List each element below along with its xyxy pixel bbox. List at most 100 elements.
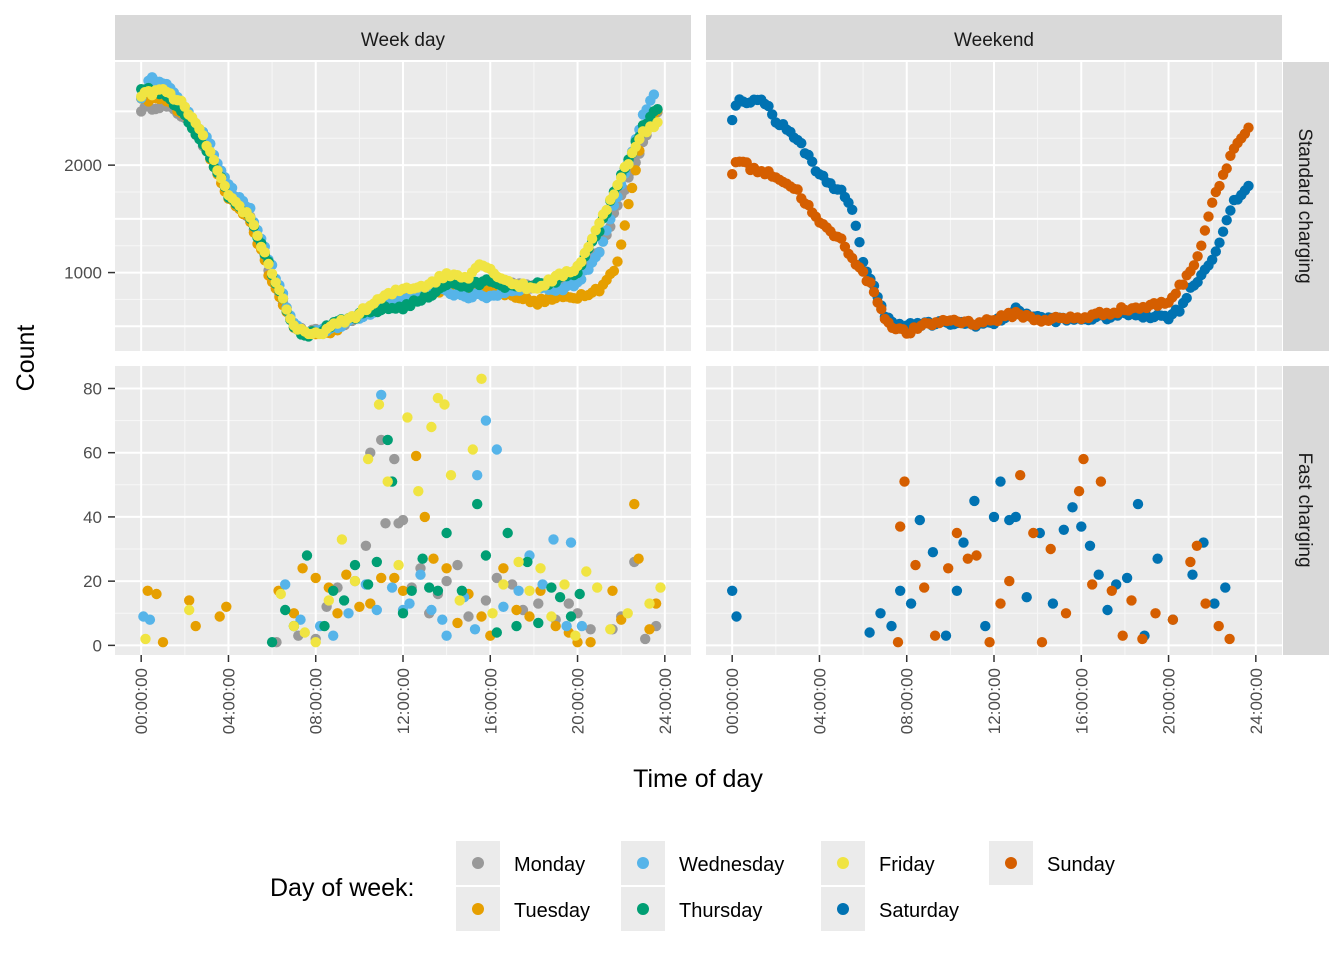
point-saturday xyxy=(1209,598,1220,609)
point-monday xyxy=(563,598,574,609)
point-friday xyxy=(402,412,413,423)
point-saturday xyxy=(1058,524,1070,535)
point-sunday xyxy=(1196,240,1207,251)
point-thursday xyxy=(533,617,544,629)
point-friday xyxy=(219,180,230,192)
point-friday xyxy=(454,595,465,606)
point-saturday xyxy=(1217,226,1229,237)
point-sunday xyxy=(1199,225,1211,236)
strip-standard-bg xyxy=(1283,62,1329,351)
point-sunday xyxy=(1207,197,1218,208)
point-thursday xyxy=(456,585,468,596)
point-wednesday xyxy=(648,89,660,100)
x-tick-label: 16:00:00 xyxy=(481,668,500,734)
point-sunday xyxy=(1087,579,1098,590)
point-tuesday xyxy=(612,256,623,267)
y-tick-label: 40 xyxy=(83,508,102,527)
point-sunday xyxy=(1221,163,1232,174)
point-friday xyxy=(259,247,270,258)
point-saturday xyxy=(895,585,906,596)
point-sunday xyxy=(1078,453,1089,465)
point-saturday xyxy=(1210,246,1222,257)
point-sunday xyxy=(1126,595,1137,606)
point-tuesday xyxy=(428,553,439,564)
point-wednesday xyxy=(561,620,572,632)
point-friday xyxy=(634,133,645,145)
point-friday xyxy=(439,399,450,410)
x-axis-title: Time of day xyxy=(633,765,763,793)
point-friday xyxy=(622,608,633,619)
point-saturday xyxy=(850,220,861,231)
point-saturday xyxy=(1021,592,1032,603)
legend-label-saturday: Saturday xyxy=(879,900,959,922)
point-thursday xyxy=(301,550,313,561)
x-tick-label: 20:00:00 xyxy=(1160,668,1179,734)
point-friday xyxy=(535,563,546,574)
point-wednesday xyxy=(565,537,577,548)
x-tick-label: 04:00:00 xyxy=(219,668,238,734)
point-sunday xyxy=(1188,260,1200,271)
point-tuesday xyxy=(184,595,195,606)
point-monday xyxy=(441,575,452,587)
point-tuesday xyxy=(389,572,400,584)
point-sunday xyxy=(951,527,963,539)
point-sunday xyxy=(1036,637,1048,648)
point-thursday xyxy=(349,559,361,571)
point-sunday xyxy=(1177,279,1189,290)
x-tick-label: 24:00:00 xyxy=(656,668,675,734)
legend-label-tuesday: Tuesday xyxy=(514,900,590,922)
legend-title: Day of week: xyxy=(270,874,415,902)
point-wednesday xyxy=(441,630,452,641)
point-friday xyxy=(426,421,437,433)
point-sunday xyxy=(836,233,847,244)
point-monday xyxy=(463,611,474,622)
point-tuesday xyxy=(476,611,487,622)
point-tuesday xyxy=(365,598,376,609)
point-saturday xyxy=(969,495,980,507)
strip-weekday-bg xyxy=(115,15,691,60)
point-thursday xyxy=(652,104,663,115)
point-friday xyxy=(140,633,151,645)
point-tuesday xyxy=(608,265,620,277)
point-tuesday xyxy=(616,614,627,625)
point-sunday xyxy=(1185,556,1196,568)
y-tick-label: 20 xyxy=(83,572,102,591)
point-saturday xyxy=(1084,540,1096,551)
x-tick-label: 16:00:00 xyxy=(1072,668,1091,734)
legend-label-thursday: Thursday xyxy=(679,900,762,922)
point-sunday xyxy=(1060,608,1072,619)
point-sunday xyxy=(876,303,887,315)
y-tick-label: 80 xyxy=(83,379,102,398)
point-sunday xyxy=(1203,211,1214,222)
point-saturday xyxy=(1221,215,1232,226)
point-wednesday xyxy=(437,614,448,625)
point-friday xyxy=(362,453,374,465)
point-monday xyxy=(360,540,372,551)
strip-weekday-label: Week day xyxy=(361,30,446,51)
point-friday xyxy=(252,230,263,241)
point-friday xyxy=(616,172,627,183)
point-saturday xyxy=(940,630,952,641)
point-sunday xyxy=(1117,630,1128,641)
point-thursday xyxy=(371,556,382,568)
point-wednesday xyxy=(415,569,426,580)
point-saturday xyxy=(727,585,738,596)
point-tuesday xyxy=(341,569,352,580)
point-tuesday xyxy=(397,585,409,596)
point-tuesday xyxy=(630,165,641,176)
point-thursday xyxy=(502,527,513,539)
point-tuesday xyxy=(626,182,638,194)
point-sunday xyxy=(1191,540,1203,551)
point-sunday xyxy=(962,553,973,564)
point-sunday xyxy=(1106,585,1118,596)
point-friday xyxy=(184,604,195,616)
point-monday xyxy=(506,579,518,590)
point-sunday xyxy=(1214,180,1225,192)
point-wednesday xyxy=(328,630,339,641)
strip-weekend-bg xyxy=(706,15,1282,60)
point-thursday xyxy=(424,582,435,593)
point-wednesday xyxy=(513,585,524,596)
point-saturday xyxy=(1010,511,1021,523)
point-tuesday xyxy=(157,637,169,648)
point-sunday xyxy=(1045,543,1056,555)
